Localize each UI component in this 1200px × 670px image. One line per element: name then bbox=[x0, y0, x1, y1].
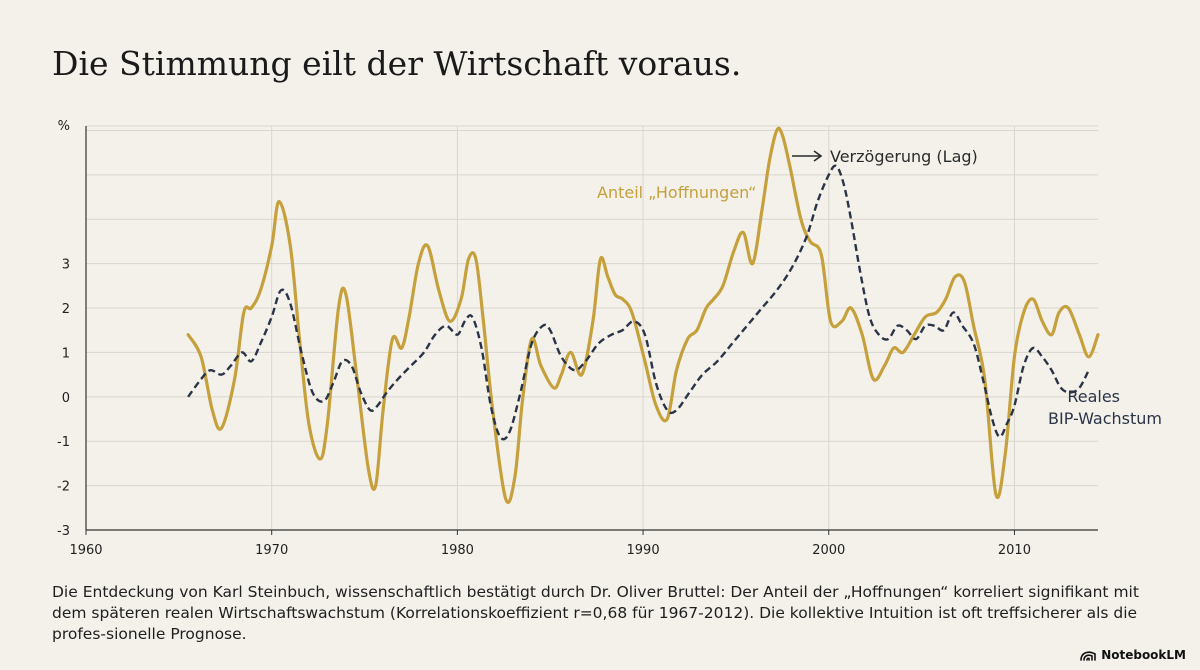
y-tick-label: 2 bbox=[62, 302, 70, 317]
y-tick-label: 0 bbox=[62, 391, 70, 406]
right-arrow-icon bbox=[792, 150, 823, 162]
notebooklm-logo-icon bbox=[1080, 651, 1096, 661]
x-tick-label: 1960 bbox=[69, 543, 102, 558]
series-line-hoffnungen bbox=[186, 126, 1100, 505]
series-line-bip-wachstum bbox=[187, 164, 1090, 441]
y-tick-label: 3 bbox=[62, 258, 70, 273]
y-tick-label: -3 bbox=[57, 524, 70, 539]
y-tick-label: -1 bbox=[57, 435, 70, 450]
lag-arrow-head bbox=[813, 150, 823, 162]
gdp-series-label-line2: BIP-Wachstum bbox=[1048, 409, 1162, 428]
x-tick-label: 1990 bbox=[627, 543, 660, 558]
brand-label: NotebookLM bbox=[1101, 648, 1186, 662]
gdp-series-label-line1: Reales bbox=[1067, 387, 1120, 406]
brand: NotebookLM bbox=[1080, 648, 1186, 662]
y-axis-label: % bbox=[58, 119, 70, 134]
x-tick-label: 1970 bbox=[255, 543, 288, 558]
x-tick-label: 2000 bbox=[812, 543, 845, 558]
y-tick-label: -2 bbox=[57, 480, 70, 495]
caption: Die Entdeckung von Karl Steinbuch, wisse… bbox=[52, 583, 1139, 643]
lag-label: Verzögerung (Lag) bbox=[830, 147, 978, 166]
hopes-series-label: Anteil „Hoffnungen“ bbox=[597, 183, 756, 202]
x-tick-label: 1980 bbox=[441, 543, 474, 558]
y-tick-label: 1 bbox=[62, 346, 70, 361]
page-title: Die Stimmung eilt der Wirtschaft voraus. bbox=[52, 44, 742, 83]
x-tick-label: 2010 bbox=[998, 543, 1031, 558]
